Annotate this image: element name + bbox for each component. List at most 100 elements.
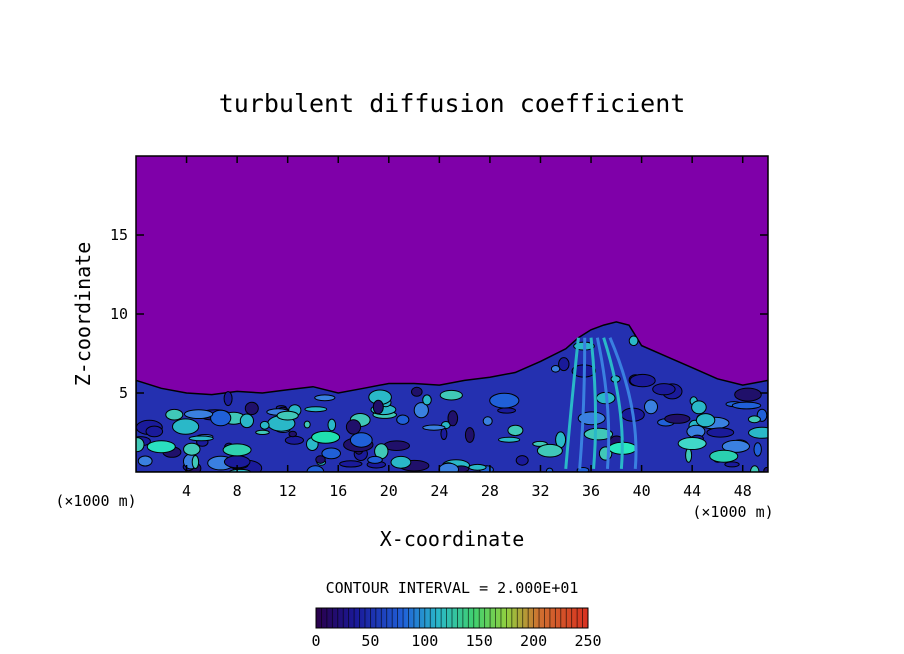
turbulence-eddy xyxy=(628,335,639,347)
turbulence-eddy xyxy=(447,410,459,427)
chart-title: turbulent diffusion coefficient xyxy=(219,89,686,118)
turbulence-eddy xyxy=(304,406,328,413)
turbulence-eddy xyxy=(345,419,362,435)
turbulence-eddy xyxy=(482,416,493,426)
turbulence-eddy xyxy=(372,399,384,415)
turbulence-eddy xyxy=(396,414,410,425)
x-tick-label: 24 xyxy=(430,482,448,500)
x-tick-label: 44 xyxy=(683,482,701,500)
y-tick-label: 10 xyxy=(110,305,128,323)
turbulence-eddy xyxy=(734,387,762,402)
turbulence-eddy xyxy=(498,436,521,443)
turbulence-eddy xyxy=(748,426,768,439)
plot-area xyxy=(136,156,768,472)
turbulence-eddy xyxy=(145,425,164,438)
turbulence-eddy xyxy=(165,408,184,421)
turbulence-eddy xyxy=(438,462,459,472)
turbulence-eddy xyxy=(137,455,153,467)
turbulence-eddy xyxy=(321,447,342,460)
high-diffusion-core xyxy=(709,449,739,463)
x-tick-label: 8 xyxy=(233,482,242,500)
x-tick-label: 12 xyxy=(279,482,297,500)
turbulence-eddy xyxy=(284,435,304,445)
x-axis-ticks: 4 8 12 16 20 24 28 32 36 40 44 48 xyxy=(182,156,752,500)
turbulence-eddy xyxy=(706,427,735,438)
x-tick-label: 36 xyxy=(582,482,600,500)
turbulence-eddy xyxy=(315,455,326,464)
high-diffusion-core xyxy=(677,437,707,451)
plume-streak xyxy=(595,337,611,469)
x-tick-label: 32 xyxy=(531,482,549,500)
turbulence-eddy xyxy=(223,391,233,407)
turbulence-eddy xyxy=(210,409,232,427)
x-tick-label: 16 xyxy=(329,482,347,500)
high-diffusion-core xyxy=(311,430,341,444)
colorbar-tick-label: 200 xyxy=(520,632,547,650)
colorbar-tick-labels: 0 50 100 150 200 250 xyxy=(311,632,601,650)
turbulence-eddy xyxy=(259,420,270,430)
high-diffusion-core xyxy=(146,440,176,454)
turbulence-eddy xyxy=(464,427,475,443)
turbulence-eddy xyxy=(188,435,214,442)
turbulence-eddy xyxy=(390,455,412,469)
turbulence-eddy xyxy=(644,399,658,415)
turbulence-eddy xyxy=(545,467,554,472)
colorbar-tick-label: 100 xyxy=(411,632,438,650)
turbulence-eddy xyxy=(558,357,570,372)
turbulence-eddy xyxy=(724,461,740,468)
turbulence-eddy xyxy=(314,394,336,402)
colorbar-tick-label: 50 xyxy=(361,632,379,650)
turbulence-eddy xyxy=(367,455,383,464)
turbulence-eddy xyxy=(349,432,373,448)
x-unit-left: (×1000 m) xyxy=(55,492,136,510)
turbulence-eddy xyxy=(507,424,524,437)
turbulence-eddy xyxy=(413,402,429,419)
turbulence-eddy xyxy=(753,442,762,457)
y-tick-label: 15 xyxy=(110,226,128,244)
turbulence-eddy xyxy=(136,437,145,453)
y-axis-ticks: 5 10 15 xyxy=(110,226,768,402)
turbulence-eddy xyxy=(763,466,768,472)
x-tick-label: 28 xyxy=(481,482,499,500)
turbulence-eddy xyxy=(191,455,200,469)
turbulence-eddy xyxy=(422,394,432,406)
x-tick-label: 48 xyxy=(734,482,752,500)
x-tick-label: 20 xyxy=(380,482,398,500)
y-tick-label: 5 xyxy=(119,384,128,402)
turbulence-eddy xyxy=(288,430,298,438)
colorbar-tick-label: 0 xyxy=(311,632,320,650)
turbulence-eddy xyxy=(339,460,363,468)
turbulence-eddy xyxy=(583,427,614,441)
turbulence-eddy xyxy=(239,413,254,429)
turbulence-eddy xyxy=(536,443,563,458)
turbulence-eddy xyxy=(439,389,463,401)
plume-streak xyxy=(608,337,638,469)
turbulence-eddy xyxy=(515,455,529,466)
turbulence-eddy xyxy=(747,415,761,424)
turbulence-eddy xyxy=(468,463,487,471)
y-axis-label: Z-coordinate xyxy=(71,242,95,387)
turbulence-eddy xyxy=(172,418,200,435)
turbulence-eddy xyxy=(685,447,693,463)
plume-streak xyxy=(564,337,580,469)
turbulence-eddy xyxy=(652,383,676,396)
plume-streak xyxy=(589,337,598,469)
turbulence-eddy xyxy=(244,401,259,416)
turbulence-eddy xyxy=(184,409,214,420)
x-axis-label: X-coordinate xyxy=(380,527,525,551)
contour-interval-label: CONTOUR INTERVAL = 2.000E+01 xyxy=(326,579,579,597)
turbulence-eddy xyxy=(664,413,691,424)
x-tick-label: 4 xyxy=(182,482,191,500)
turbulence-eddy xyxy=(489,392,520,409)
x-unit-right: (×1000 m) xyxy=(692,503,773,521)
turbulence-eddy xyxy=(731,401,762,410)
x-tick-label: 40 xyxy=(633,482,651,500)
turbulence-eddy xyxy=(629,373,656,388)
turbulence-eddy xyxy=(306,465,325,472)
turbulence-eddy xyxy=(422,424,446,431)
turbulence-eddy xyxy=(276,410,299,421)
plume-streak xyxy=(602,337,624,469)
turbulence-eddy xyxy=(327,418,337,432)
turbulence-eddy xyxy=(721,439,751,453)
